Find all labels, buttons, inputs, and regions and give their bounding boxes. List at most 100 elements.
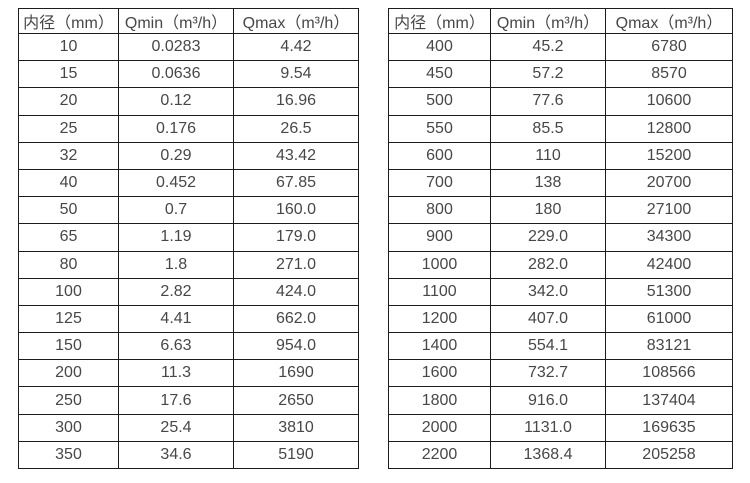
table-cell: 500 <box>388 87 491 116</box>
table-cell: 600 <box>388 141 491 170</box>
table-cell: 26.5 <box>233 114 359 143</box>
table-cell: 108566 <box>605 359 733 388</box>
table-row: 2200 1368.4 205258 <box>388 440 733 470</box>
table-cell: 16.96 <box>233 87 359 116</box>
table-cell: 0.29 <box>118 141 234 170</box>
table-cell: 300 <box>18 413 119 442</box>
table-cell: 0.0283 <box>118 32 234 62</box>
table-cell: 15 <box>18 60 119 89</box>
table-cell: 85.5 <box>490 114 606 143</box>
column-header: Qmax（m³/h） <box>233 8 359 34</box>
table-cell: 15200 <box>605 141 733 170</box>
table-cell: 50 <box>18 196 119 225</box>
table-cell: 732.7 <box>490 359 606 388</box>
table-row: 1200 407.0 61000 <box>388 304 733 334</box>
table-cell: 1800 <box>388 386 491 415</box>
table-cell: 150 <box>18 332 119 361</box>
table-cell: 250 <box>18 386 119 415</box>
table-cell: 0.12 <box>118 87 234 116</box>
table-cell: 180 <box>490 196 606 225</box>
table-cell: 2000 <box>388 413 491 442</box>
table-cell: 662.0 <box>233 304 359 334</box>
table-cell: 17.6 <box>118 386 234 415</box>
table-cell: 169635 <box>605 413 733 442</box>
table-cell: 2650 <box>233 386 359 415</box>
table-cell: 205258 <box>605 440 733 470</box>
table-row: 1100 342.0 51300 <box>388 277 733 306</box>
table-cell: 1368.4 <box>490 440 606 470</box>
table-cell: 80 <box>18 250 119 279</box>
column-header: Qmin（m³/h） <box>118 8 234 34</box>
table-cell: 67.85 <box>233 168 359 198</box>
table-row: 40 0.452 67.85 <box>18 168 359 198</box>
table-row: 200 11.3 1690 <box>18 359 359 388</box>
table-row: 65 1.19 179.0 <box>18 223 359 252</box>
table-cell: 43.42 <box>233 141 359 170</box>
table-cell: 83121 <box>605 332 733 361</box>
table-cell: 2200 <box>388 440 491 470</box>
table-cell: 900 <box>388 223 491 252</box>
table-row: 500 77.6 10600 <box>388 87 733 116</box>
table-row: 80 1.8 271.0 <box>18 250 359 279</box>
table-row: 1000 282.0 42400 <box>388 250 733 279</box>
table-row: 700 138 20700 <box>388 168 733 198</box>
table-cell: 271.0 <box>233 250 359 279</box>
table-row: 125 4.41 662.0 <box>18 304 359 334</box>
table-row: 1400 554.1 83121 <box>388 332 733 361</box>
table-cell: 110 <box>490 141 606 170</box>
table-cell: 20 <box>18 87 119 116</box>
table-cell: 1.19 <box>118 223 234 252</box>
table-cell: 125 <box>18 304 119 334</box>
table-cell: 200 <box>18 359 119 388</box>
table-cell: 1000 <box>388 250 491 279</box>
table-cell: 4.42 <box>233 32 359 62</box>
table-cell: 1690 <box>233 359 359 388</box>
table-cell: 20700 <box>605 168 733 198</box>
flow-rate-table-small-diameters: 内径（mm） Qmin（m³/h） Qmax（m³/h） 10 0.0283 4.42 1… <box>18 8 359 470</box>
table-cell: 32 <box>18 141 119 170</box>
table-cell: 400 <box>388 32 491 62</box>
table-row: 2000 1131.0 169635 <box>388 413 733 442</box>
table-row: 10 0.0283 4.42 <box>18 32 359 62</box>
table-cell: 137404 <box>605 386 733 415</box>
table-cell: 27100 <box>605 196 733 225</box>
table-cell: 8570 <box>605 60 733 89</box>
table-cell: 1600 <box>388 359 491 388</box>
table-row: 20 0.12 16.96 <box>18 87 359 116</box>
table-cell: 9.54 <box>233 60 359 89</box>
flow-rate-table-large-diameters: 内径（mm） Qmin（m³/h） Qmax（m³/h） 400 45.2 6780 45… <box>388 8 733 470</box>
table-cell: 77.6 <box>490 87 606 116</box>
table-cell: 12800 <box>605 114 733 143</box>
table-row: 25 0.176 26.5 <box>18 114 359 143</box>
table-cell: 450 <box>388 60 491 89</box>
table-row: 400 45.2 6780 <box>388 32 733 62</box>
column-header: Qmin（m³/h） <box>490 8 606 34</box>
table-header-row: 内径（mm） Qmin（m³/h） Qmax（m³/h） <box>18 8 359 34</box>
table-cell: 34.6 <box>118 440 234 470</box>
table-cell: 10 <box>18 32 119 62</box>
table-cell: 11.3 <box>118 359 234 388</box>
table-cell: 51300 <box>605 277 733 306</box>
table-row: 800 180 27100 <box>388 196 733 225</box>
table-row: 900 229.0 34300 <box>388 223 733 252</box>
table-cell: 3810 <box>233 413 359 442</box>
table-cell: 1.8 <box>118 250 234 279</box>
table-cell: 100 <box>18 277 119 306</box>
table-row: 250 17.6 2650 <box>18 386 359 415</box>
table-cell: 45.2 <box>490 32 606 62</box>
table-cell: 179.0 <box>233 223 359 252</box>
table-header-row: 内径（mm） Qmin（m³/h） Qmax（m³/h） <box>388 8 733 34</box>
table-cell: 4.41 <box>118 304 234 334</box>
table-cell: 1400 <box>388 332 491 361</box>
table-cell: 0.452 <box>118 168 234 198</box>
table-cell: 0.7 <box>118 196 234 225</box>
table-cell: 282.0 <box>490 250 606 279</box>
table-row: 450 57.2 8570 <box>388 60 733 89</box>
table-row: 15 0.0636 9.54 <box>18 60 359 89</box>
table-cell: 61000 <box>605 304 733 334</box>
table-cell: 25.4 <box>118 413 234 442</box>
table-cell: 700 <box>388 168 491 198</box>
table-cell: 1131.0 <box>490 413 606 442</box>
table-cell: 10600 <box>605 87 733 116</box>
